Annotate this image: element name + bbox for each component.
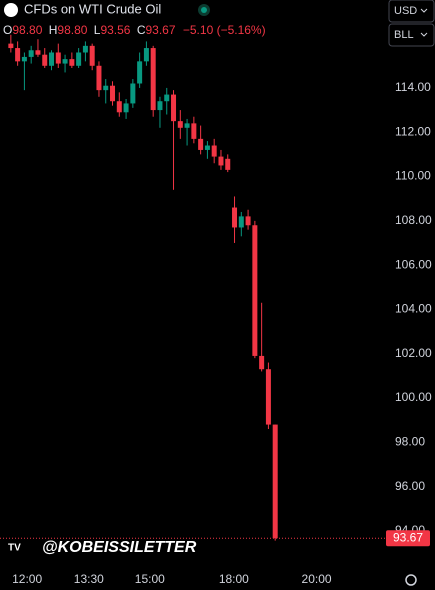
candle-body <box>82 45 88 53</box>
unit-label: BLL <box>394 29 414 41</box>
candle-body <box>150 48 156 111</box>
x-tick-label: 12:00 <box>12 572 42 586</box>
change: −5.10 (−5.16%) <box>183 23 266 37</box>
candle-body <box>137 61 143 84</box>
y-tick-label: 114.00 <box>395 80 431 94</box>
l-label: L <box>94 23 101 37</box>
candle-body <box>55 52 61 64</box>
candle-body <box>15 48 21 62</box>
candle-body <box>69 59 75 66</box>
chevron <box>420 8 428 13</box>
candle-body <box>8 43 14 49</box>
candle-body <box>218 156 224 166</box>
candle-body <box>171 94 177 122</box>
candle-body <box>191 123 197 139</box>
chart-title: CFDs on WTI Crude Oil <box>24 1 161 16</box>
unit-button[interactable] <box>388 23 435 47</box>
candle-body <box>116 101 122 113</box>
candle-body <box>110 85 116 102</box>
candle-body <box>103 85 109 91</box>
watermark: @KOBEISSILETTER <box>42 539 197 556</box>
x-tick-label: 15:00 <box>135 572 165 586</box>
plot: 94.0096.0098.00100.00102.00104.00106.001… <box>0 34 432 586</box>
currency-button[interactable] <box>388 0 435 23</box>
last-price-tag <box>386 530 430 547</box>
candle-body <box>211 145 217 157</box>
ohlc-legend: O98.80 H98.80 L93.56 C93.67 −5.10 (−5.16… <box>3 23 266 37</box>
l-value: 93.56 <box>100 23 130 37</box>
o-value: 98.80 <box>12 23 42 37</box>
candle-body <box>184 123 190 128</box>
candle-body <box>265 369 271 425</box>
candle-body <box>62 59 68 64</box>
candle-body <box>49 52 55 66</box>
candle-body <box>157 101 163 111</box>
candle-body <box>21 56 27 62</box>
candle-body <box>204 145 210 150</box>
candle-body <box>245 216 251 226</box>
o-label: O <box>3 23 12 37</box>
candle-body <box>130 83 136 104</box>
settings-icon[interactable] <box>405 574 417 586</box>
y-tick-label: 100.00 <box>395 390 432 404</box>
x-tick-label: 13:30 <box>74 572 104 586</box>
candle-body <box>198 138 204 150</box>
y-tick-label: 108.00 <box>395 213 432 227</box>
x-tick-label: 18:00 <box>219 572 249 586</box>
y-tick-label: 98.00 <box>395 434 425 448</box>
candle-body <box>123 103 129 113</box>
candle-body <box>252 225 258 356</box>
currency-label: USD <box>394 5 417 17</box>
candle-body <box>238 216 244 228</box>
c-value: 93.67 <box>146 23 176 37</box>
y-tick-label: 102.00 <box>395 346 432 360</box>
candle-body <box>143 48 149 62</box>
last-price-label: 93.67 <box>393 530 423 544</box>
candle-body <box>76 52 82 66</box>
candle-body <box>42 54 48 66</box>
chevron <box>420 32 428 37</box>
h-value: 98.80 <box>57 23 87 37</box>
candle-body <box>96 65 102 91</box>
candle-body <box>259 355 265 370</box>
y-tick-label: 106.00 <box>395 257 432 271</box>
candle-body <box>35 50 41 55</box>
candle-body <box>28 50 34 57</box>
symbol-icon <box>4 3 18 17</box>
y-tick-label: 110.00 <box>395 169 431 183</box>
y-tick-label: 96.00 <box>395 479 425 493</box>
candle-body <box>89 45 95 66</box>
candle-body <box>177 121 183 128</box>
y-tick-label: 112.00 <box>395 124 431 138</box>
y-tick-label: 104.00 <box>395 302 432 316</box>
status-dot <box>201 7 207 13</box>
candle-body <box>232 207 238 228</box>
tv-logo: TV <box>8 543 21 554</box>
c-label: C <box>137 23 146 37</box>
candle-body <box>272 424 278 539</box>
candle-body <box>225 158 231 170</box>
candle-body <box>164 94 170 102</box>
h-label: H <box>49 23 58 37</box>
x-tick-label: 20:00 <box>302 572 332 586</box>
